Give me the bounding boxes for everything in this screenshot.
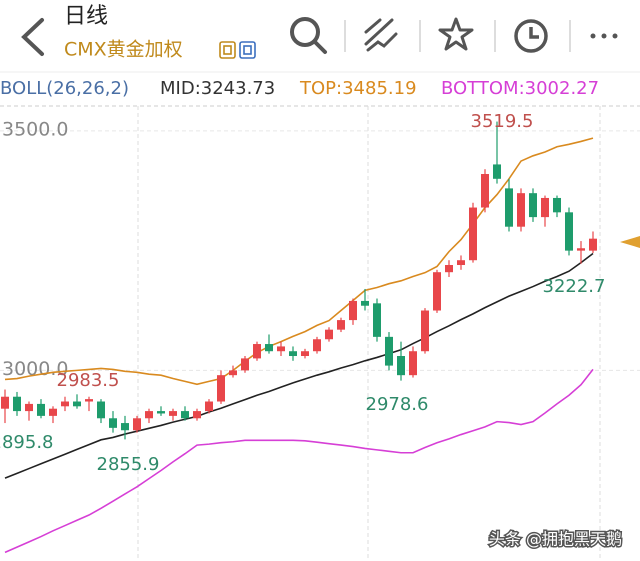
price-marker (620, 236, 640, 248)
candle-body (133, 418, 141, 431)
candle-body (145, 411, 153, 419)
price-annotation: 2983.5 (57, 370, 120, 391)
candle-body (193, 411, 201, 419)
candle-body (157, 411, 165, 414)
candle-body (361, 300, 369, 306)
favorite-icon[interactable] (438, 17, 474, 51)
candle-body (217, 375, 225, 402)
badge-icons (219, 41, 256, 59)
candle-body (517, 193, 525, 227)
candle-body (337, 320, 345, 330)
indicator-bottom: BOTTOM:3002.27 (441, 78, 599, 99)
candle-body (181, 411, 189, 419)
candle-body (169, 411, 177, 416)
candle-body (373, 303, 381, 337)
y-tick-label: 3500.0 (2, 118, 68, 140)
candle-body (385, 336, 393, 366)
drawing-icon[interactable] (364, 18, 398, 52)
candle-body (25, 403, 33, 412)
candle-body (277, 346, 285, 352)
candle-body (49, 408, 57, 416)
instrument-name: CMX黄金加权 (64, 39, 183, 61)
more-icon[interactable] (590, 33, 618, 39)
candle-body (289, 351, 297, 357)
candle-body (433, 272, 441, 311)
candle-body (37, 403, 45, 416)
candle-body (445, 265, 453, 273)
candle-body (505, 188, 513, 227)
price-annotation: 3519.5 (471, 111, 534, 132)
candle-body (553, 197, 561, 213)
bollinger-top (4, 137, 594, 386)
candle-body (205, 401, 213, 412)
candle-body (577, 248, 585, 251)
page-title: 日线 (64, 4, 108, 29)
price-annotation: 2978.6 (366, 394, 429, 415)
candle-body (109, 418, 117, 428)
plot: 3500.0 3000.0 3519.5 2983.5 2895.8 2855.9 2978… (0, 111, 640, 554)
candle-body (325, 329, 333, 340)
candle-body (265, 344, 273, 352)
price-annotation: 2855.9 (97, 454, 160, 475)
indicator-mid: MID:3243.73 (160, 78, 275, 99)
candle-body (589, 238, 597, 251)
candle-body (13, 396, 21, 412)
candle-body (253, 344, 261, 359)
candle-body (73, 401, 81, 407)
candle-body (397, 356, 405, 376)
price-annotation: 2895.8 (0, 432, 53, 453)
watermark: 头条 @拥抱黑天鹅 (489, 530, 622, 549)
candle-body (1, 396, 9, 409)
candle-body (481, 174, 489, 208)
candle-body (85, 399, 93, 402)
history-icon[interactable] (514, 19, 548, 53)
candle-body (61, 401, 69, 407)
candle-body (229, 370, 237, 376)
candle-body (469, 207, 477, 261)
candle-body (241, 358, 249, 371)
back-button[interactable] (21, 18, 44, 56)
candle-body (541, 197, 549, 218)
candle-body (421, 310, 429, 352)
candle-body (457, 260, 465, 266)
price-annotation: 3222.7 (543, 276, 606, 297)
candle-body (97, 401, 105, 419)
indicator-name: BOLL(26,26,2) (0, 78, 129, 99)
candle-body (301, 351, 309, 357)
candle-body (349, 300, 357, 321)
search-icon[interactable] (290, 17, 327, 54)
candle-body (529, 193, 537, 218)
indicator-top: TOP:3485.19 (299, 78, 417, 99)
candle-body (565, 212, 573, 251)
bollinger-mid (4, 252, 594, 479)
candle-body (121, 423, 129, 431)
y-tick-label: 3000.0 (2, 358, 68, 380)
candle-body (409, 351, 417, 376)
candle-body (493, 164, 501, 179)
bollinger-bottom (4, 368, 594, 554)
candle-body (313, 339, 321, 352)
